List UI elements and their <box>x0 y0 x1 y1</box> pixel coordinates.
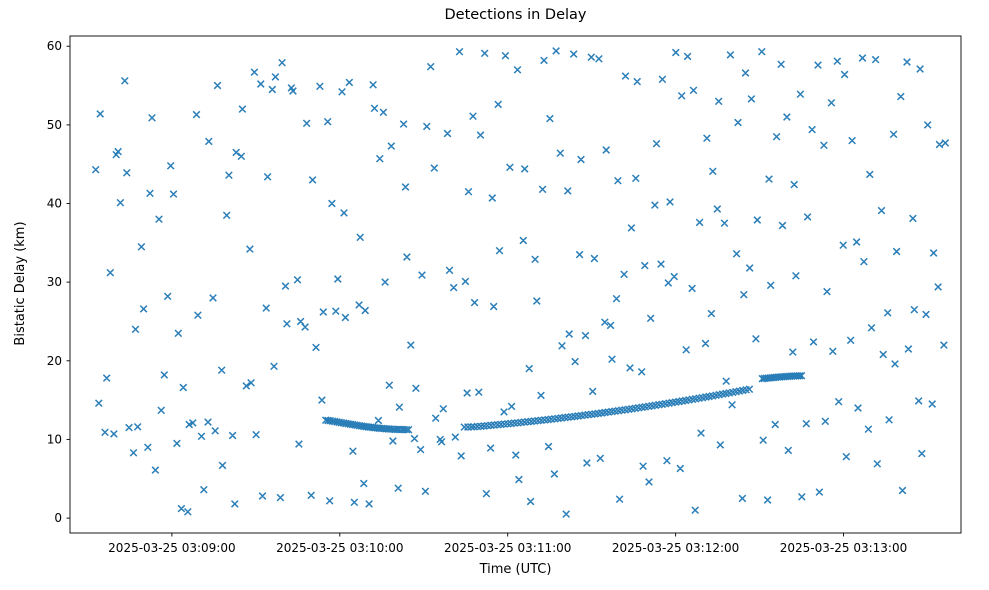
y-axis-tick-label: 0 <box>54 511 62 525</box>
x-axis-tick-label: 2025-03-25 03:09:00 <box>108 541 235 555</box>
y-axis-tick-label: 50 <box>47 118 62 132</box>
y-axis-tick-label: 10 <box>47 432 62 446</box>
clutter-detections-markers <box>91 47 950 518</box>
y-axis-tick-label: 20 <box>47 354 62 368</box>
track-approach-segment-markers <box>321 416 413 434</box>
chart-title: Detections in Delay <box>444 7 587 23</box>
axes-spines <box>69 35 962 534</box>
x-axis-tick-label: 2025-03-25 03:12:00 <box>612 541 739 555</box>
x-axis-tick-label: 2025-03-25 03:11:00 <box>444 541 571 555</box>
track-receding-segment-markers <box>460 385 754 431</box>
x-axis-label: Time (UTC) <box>479 562 552 577</box>
y-axis-tick-label: 60 <box>47 39 62 53</box>
y-axis-tick-label: 30 <box>47 275 62 289</box>
x-axis-tick-label: 2025-03-25 03:10:00 <box>276 541 403 555</box>
track-end-cluster-markers <box>758 371 806 383</box>
y-axis-tick-label: 40 <box>47 197 62 211</box>
x-axis-tick-label: 2025-03-25 03:13:00 <box>780 541 907 555</box>
